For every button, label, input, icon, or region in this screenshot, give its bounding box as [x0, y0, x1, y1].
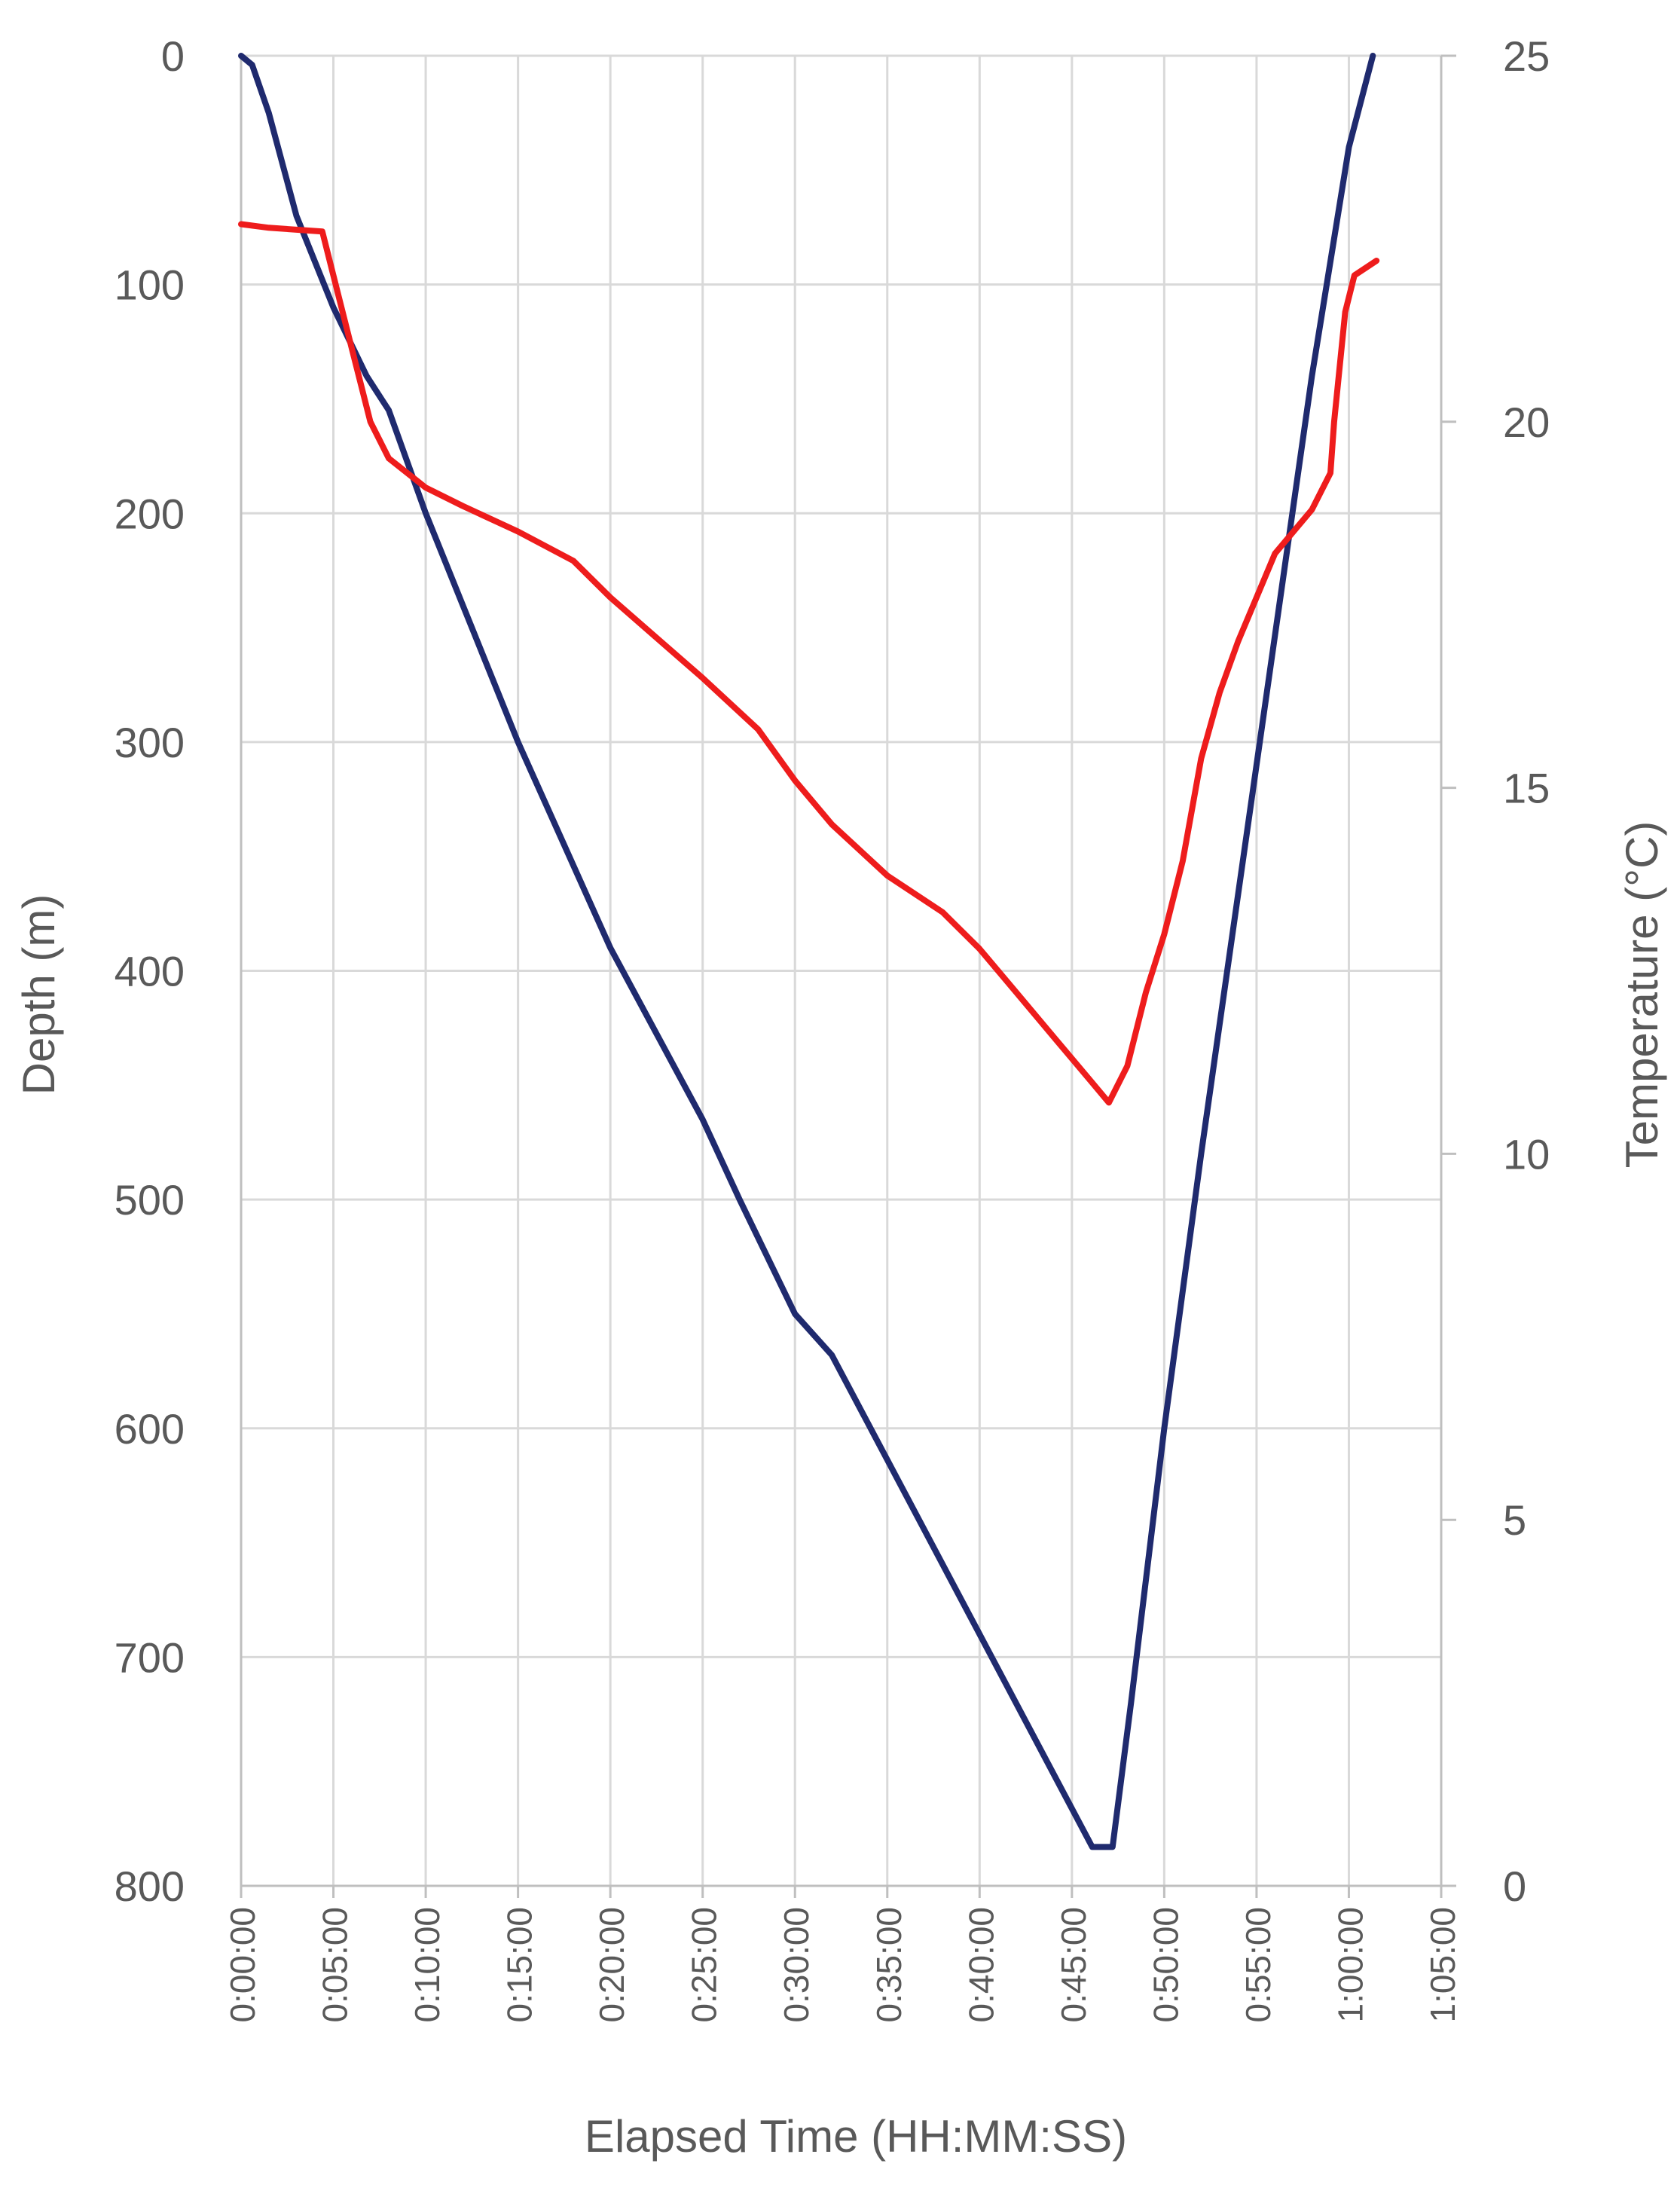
y2-tick-label: 10 — [1503, 1130, 1550, 1178]
y-tick-label: 500 — [115, 1176, 185, 1224]
x-tick-label: 0:15:00 — [500, 1907, 539, 2022]
x-tick-label: 0:25:00 — [685, 1907, 724, 2022]
x-tick-label: 0:30:00 — [777, 1907, 816, 2022]
y-axis-label: Depth (m) — [14, 894, 64, 1095]
axes — [240, 54, 1456, 1898]
x-tick-label: 0:55:00 — [1239, 1907, 1278, 2022]
x-tick-label: 0:10:00 — [408, 1907, 447, 2022]
y2-tick-label: 25 — [1503, 32, 1550, 80]
x-tick-label: 1:05:00 — [1423, 1907, 1462, 2022]
tick-labels: 0:00:00 0:05:00 0:10:00 0:15:00 0:20:00 0:25:… — [115, 32, 1550, 2022]
y-tick-label: 700 — [115, 1633, 185, 1681]
y-tick-label: 800 — [115, 1862, 185, 1910]
y-tick-label: 300 — [115, 719, 185, 766]
y2-tick-label: 20 — [1503, 399, 1550, 446]
gridlines — [240, 54, 1443, 1887]
y2-tick-label: 5 — [1503, 1496, 1526, 1544]
y-tick-label: 400 — [115, 948, 185, 995]
y-tick-label: 0 — [161, 32, 185, 80]
y2-tick-label: 15 — [1503, 765, 1550, 812]
x-tick-label: 0:05:00 — [316, 1907, 355, 2022]
depth-series-line — [238, 53, 1376, 1850]
x-tick-label: 0:45:00 — [1054, 1907, 1093, 2022]
x-tick-label: 0:50:00 — [1146, 1907, 1185, 2022]
y-tick-label: 600 — [115, 1405, 185, 1453]
x-axis-label: Elapsed Time (HH:MM:SS) — [585, 2111, 1127, 2162]
y-tick-label: 100 — [115, 261, 185, 309]
x-tick-label: 0:00:00 — [223, 1907, 262, 2022]
x-tick-label: 0:20:00 — [592, 1907, 631, 2022]
y-tick-label: 200 — [115, 490, 185, 537]
series-lines — [238, 53, 1380, 1850]
x-tick-label: 1:00:00 — [1330, 1907, 1370, 2022]
x-tick-label: 0:35:00 — [869, 1907, 909, 2022]
y2-axis-label: Temperature (°C) — [1617, 821, 1667, 1169]
x-tick-label: 0:40:00 — [961, 1907, 1000, 2022]
y2-tick-label: 0 — [1503, 1862, 1526, 1910]
temperature-series-line — [238, 221, 1380, 1106]
